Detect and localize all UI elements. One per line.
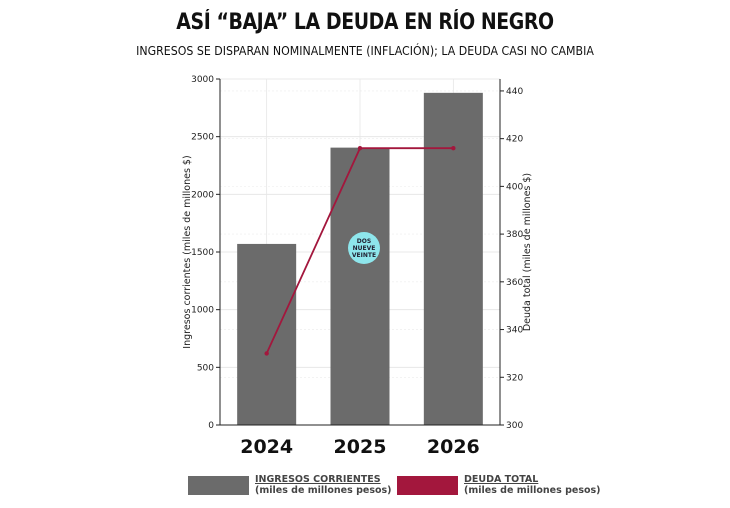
tick-label-right: 420	[506, 135, 523, 145]
x-tick-label-2026: 2026	[427, 436, 480, 458]
legend-label-deuda: DEUDA TOTAL	[464, 474, 539, 485]
tick-label-left: 2000	[191, 190, 214, 200]
watermark-line3: VEINTE	[351, 251, 377, 259]
tick-label-left: 0	[208, 421, 214, 431]
watermark-line1: DOS	[356, 237, 372, 245]
watermark-line2: NUEVE	[352, 244, 376, 252]
legend-swatch-ingresos	[188, 475, 249, 495]
tick-label-right: 340	[506, 326, 523, 336]
legend-item-ingresos: INGRESOS CORRIENTES (miles de millones p…	[188, 474, 392, 496]
tick-label-left: 500	[197, 363, 214, 373]
x-tick-label-2024: 2024	[240, 436, 293, 458]
legend-label-ingresos: INGRESOS CORRIENTES	[255, 474, 381, 485]
tick-label-left: 2500	[191, 133, 214, 143]
legend-item-deuda: DEUDA TOTAL (miles de millones pesos)	[397, 474, 601, 496]
point-deuda-2025	[357, 146, 363, 151]
tick-label-right: 320	[506, 373, 523, 383]
tick-label-right: 360	[506, 278, 523, 288]
point-deuda-2024	[264, 351, 269, 356]
tick-label-right: 400	[506, 182, 523, 192]
tick-label-left: 1500	[191, 248, 214, 258]
bar-ingresos-2024	[237, 243, 297, 425]
legend-unit-ingresos: (miles de millones pesos)	[255, 485, 392, 496]
tick-label-left: 1000	[191, 306, 214, 316]
legend-swatch-deuda	[397, 475, 458, 495]
tick-label-right: 300	[506, 421, 523, 431]
chart-subtitle: INGRESOS SE DISPARAN NOMINALMENTE (INFLA…	[136, 43, 594, 58]
tick-label-left: 3000	[191, 75, 214, 85]
x-tick-label-2025: 2025	[334, 436, 387, 458]
y-axis-label-left: Ingresos corrientes (miles de millones $…	[182, 155, 193, 348]
watermark-logo: DOS NUEVE VEINTE	[348, 232, 380, 264]
tick-label-right: 380	[506, 230, 523, 240]
point-deuda-2026	[451, 146, 456, 151]
bar-ingresos-2025	[330, 147, 390, 425]
legend-text-deuda: DEUDA TOTAL (miles de millones pesos)	[464, 474, 601, 496]
tick-label-right: 440	[506, 87, 523, 97]
bar-ingresos-2026	[423, 92, 483, 425]
legend-text-ingresos: INGRESOS CORRIENTES (miles de millones p…	[255, 474, 392, 496]
y-axis-label-right: Deuda total (miles de millones $)	[522, 173, 533, 331]
chart-title: ASÍ “BAJA” LA DEUDA EN RÍO NEGRO	[176, 10, 554, 35]
legend-unit-deuda: (miles de millones pesos)	[464, 485, 601, 496]
